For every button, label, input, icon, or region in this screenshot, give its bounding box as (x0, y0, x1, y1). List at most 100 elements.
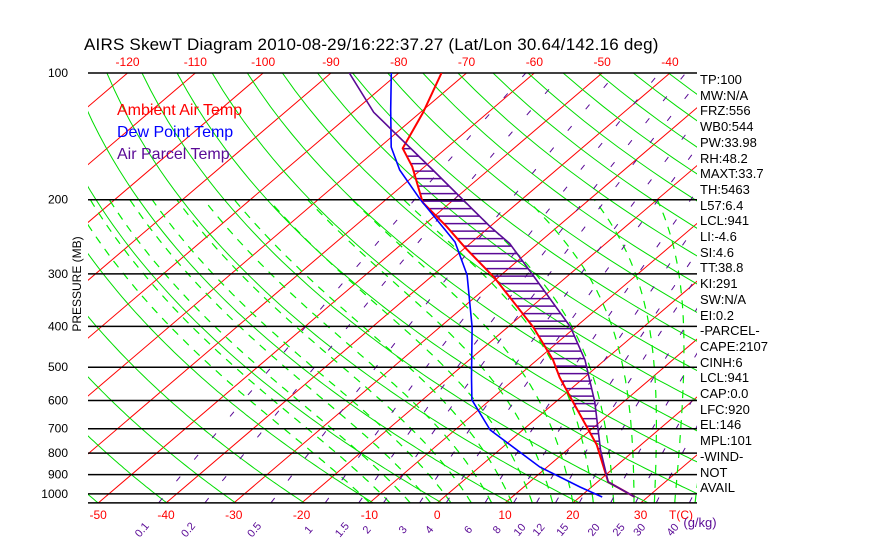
isotherm-line (88, 73, 196, 166)
bottom-temp-tick-label: -10 (361, 508, 379, 522)
isotherm-line (97, 73, 603, 503)
sounding-index-item: TT:38.8 (700, 260, 744, 276)
moist-adiabat-line (129, 199, 432, 503)
pressure-tick-label: 200 (48, 193, 68, 207)
pressure-tick-label: 300 (48, 267, 68, 281)
mixing-ratio-tick-label: 0.2 (179, 520, 198, 539)
mixing-ratio-tick-label: 1.5 (333, 520, 352, 539)
chart-title: AIRS SkewT Diagram 2010-08-29/16:22:37.2… (84, 35, 659, 54)
pressure-tick-label: 800 (48, 446, 68, 460)
top-temp-tick-label: -40 (661, 55, 679, 69)
sounding-index-item: MW:N/A (700, 87, 749, 103)
sounding-index-item: NOT (700, 464, 728, 480)
dry-adiabat-line (844, 73, 870, 503)
pressure-tick-label: 600 (48, 394, 68, 408)
bottom-temp-tick-label: 10 (498, 508, 512, 522)
isotherm-line (572, 396, 697, 503)
dry-adiabat-line (246, 73, 697, 432)
moist-adiabat-line (203, 199, 493, 503)
mixing-ratio-line (484, 190, 697, 503)
mixing-ratio-tick-label: 20 (586, 522, 603, 539)
isotherm-line (165, 73, 671, 503)
dry-adiabat-line (422, 73, 697, 285)
moist-adiabat-line (89, 199, 391, 503)
sounding-index-item: RH:48.2 (700, 150, 748, 166)
moist-adiabat-line (656, 199, 685, 503)
isotherm-line (88, 73, 332, 281)
mixing-ratio-tick-label: 1 (302, 524, 315, 536)
sounding-index-item: SW:N/A (700, 291, 746, 307)
cape-hatching (402, 147, 604, 465)
moist-adiabat-line (151, 199, 452, 503)
dry-adiabat-line (211, 73, 697, 463)
moist-adiabat-line (108, 199, 411, 503)
isotherm-line (88, 73, 535, 455)
dry-adiabat-line (88, 376, 236, 503)
isotherm-line (504, 338, 697, 503)
legend: Ambient Air Temp Dew Point Temp Air Parc… (117, 100, 242, 166)
sounding-index-item: -PARCEL- (700, 323, 760, 339)
mixing-ratio-tick-label: 40 (665, 522, 682, 539)
sounding-index-item: -WIND- (700, 448, 744, 464)
moist-adiabat-line (461, 199, 615, 503)
sounding-indices: TP:100 MW:N/A FRZ:556 WB0:544 PW:33.98 RH:48.… (700, 72, 768, 496)
dry-adiabat-line (0, 73, 29, 503)
mixing-ratio-tick-label: 4 (423, 524, 436, 536)
dry-adiabat-line (457, 73, 697, 257)
sounding-index-item: LCL:941 (700, 370, 750, 386)
moist-adiabat-line (526, 199, 635, 503)
bottom-temp-tick-label: 30 (634, 508, 648, 522)
grid-lines (0, 73, 870, 503)
top-temp-tick-label: -100 (251, 55, 275, 69)
dry-adiabat-line (88, 315, 305, 503)
moist-adiabat-line (268, 199, 533, 503)
pressure-tick-label: 700 (48, 422, 68, 436)
sounding-index-item: LCL:941 (700, 213, 750, 229)
bottom-temp-tick-label: -40 (157, 508, 175, 522)
mixing-ratio-tick-label: 6 (462, 524, 475, 536)
top-temp-tick-label: -120 (116, 55, 140, 69)
isotherm-line (233, 107, 697, 503)
top-temp-tick-label: -90 (322, 55, 340, 69)
dry-adiabat-line (527, 73, 697, 202)
top-temp-tick-label: -50 (593, 55, 611, 69)
sounding-index-item: SI:4.6 (700, 244, 734, 260)
sounding-index-item: CAPE:2107 (700, 338, 768, 354)
mixing-ratio-line (554, 275, 697, 503)
sounding-index-item: EL:146 (700, 417, 742, 433)
sounding-index-item: MPL:101 (700, 433, 753, 449)
moist-adiabat-line (88, 223, 370, 503)
moist-adiabat-line (233, 199, 513, 503)
pressure-tick-label: 1000 (41, 487, 68, 501)
dry-adiabat-line (88, 185, 443, 503)
moist-adiabat-line (176, 199, 472, 503)
moist-adiabat-line (593, 199, 658, 503)
ambient-temp-curve (401, 73, 636, 498)
isotherm-line (88, 73, 467, 397)
mixing-ratio-line (635, 390, 697, 503)
mixing-ratio-tick-label: 3 (397, 524, 410, 536)
isotherm-line (369, 222, 697, 503)
sounding-index-item: LI:-4.6 (700, 229, 737, 245)
dry-adiabat-line (668, 73, 697, 95)
mixing-ratio-tick-label: 8 (491, 524, 504, 536)
dry-adiabat-line (492, 73, 697, 229)
pressure-tick-label: 900 (48, 468, 68, 482)
pressure-tick-label: 400 (48, 319, 68, 333)
legend-parcel-temp: Air Parcel Temp (117, 146, 230, 163)
mixing-ratio-line (419, 119, 697, 503)
pressure-tick-label: 500 (48, 360, 68, 374)
mixing-ratio-tick-label: 10 (512, 522, 529, 539)
isotherm-line (776, 73, 870, 503)
dry-adiabat-line (176, 73, 697, 495)
top-temp-tick-label: -70 (458, 55, 476, 69)
pressure-lines (88, 72, 697, 504)
x-axis-unit-label: T(C) (669, 508, 693, 522)
sounding-index-item: PW:33.98 (700, 134, 757, 150)
parcel-temp-curve (348, 73, 636, 498)
mixing-ratio-tick-label: 15 (554, 522, 571, 539)
legend-dew-point: Dew Point Temp (117, 124, 234, 141)
dry-adiabat-line (281, 73, 697, 401)
sounding-index-item: WB0:544 (700, 119, 754, 135)
bottom-temp-tick-label: -20 (293, 508, 311, 522)
